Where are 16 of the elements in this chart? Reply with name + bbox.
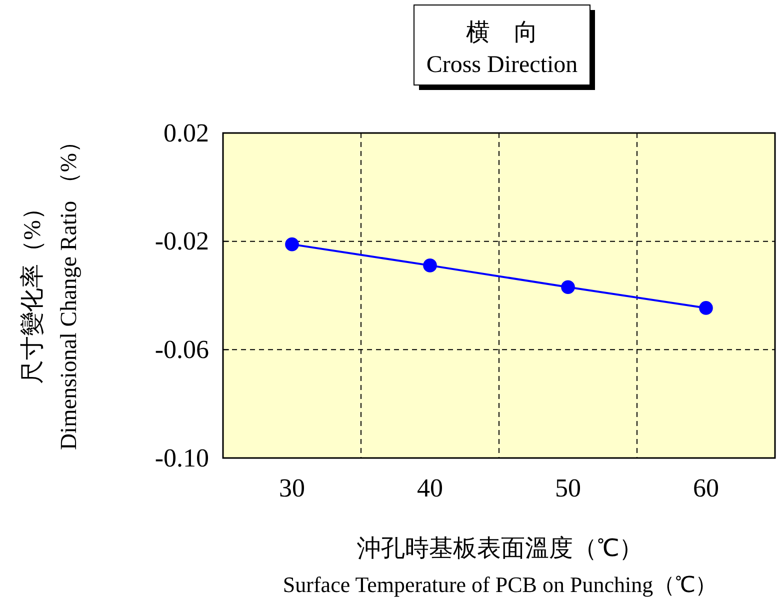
y-tick-label: -0.10 [154,443,209,472]
point [423,258,437,272]
x-axis-title: 沖孔時基板表面溫度（℃） Surface Temperature of PCB on Punching（℃） [282,535,718,597]
y-tick-label: -0.06 [154,334,209,364]
y-tick-label: -0.02 [154,226,209,256]
x-tick-label: 30 [279,473,305,502]
x-tick-label: 40 [417,473,443,502]
point [285,237,299,252]
y-tick-label: 0.02 [164,118,209,148]
chart-subtitle: Cross Direction [426,52,578,78]
x-tick-label: 60 [693,473,719,502]
y-axis-title: 尺寸變化率（%） Dimensional Change Ratio （%） [19,130,81,450]
point [561,280,575,294]
point [699,301,713,315]
x-tick-label: 50 [555,473,581,502]
chart-title: 横 向 [466,20,538,46]
